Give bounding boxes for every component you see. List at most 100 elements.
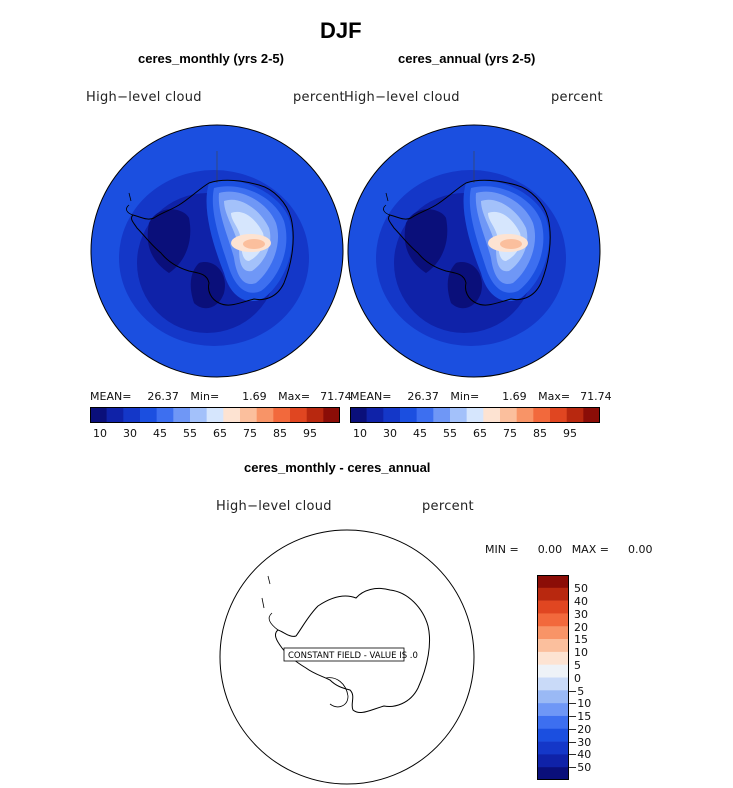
panel-1-colorbar-ticks: 10 30 45 55 65 75 85 95	[90, 427, 340, 441]
panel-2-tick: 75	[503, 427, 517, 440]
panel-2-tick: 45	[413, 427, 427, 440]
diff-level-label: 0	[574, 672, 581, 685]
colorbar-swatch	[537, 715, 569, 730]
panel-1-tick: 30	[123, 427, 137, 440]
colorbar-swatch	[106, 407, 124, 423]
panel-2-colorbar-ticks: 10 30 45 55 65 75 85 95	[350, 427, 600, 441]
panel-1-mean-value: 26.37	[147, 390, 179, 403]
panel-2-tick: 10	[353, 427, 367, 440]
colorbar-swatch	[537, 639, 569, 653]
diff-level-label: −50	[568, 761, 592, 774]
panel-1-tick: 10	[93, 427, 107, 440]
colorbar-swatch	[450, 407, 467, 423]
colorbar-swatch	[400, 407, 417, 423]
diff-min-label: MIN =	[485, 543, 519, 556]
diff-field-label: High−level cloud	[216, 499, 332, 514]
colorbar-swatch	[550, 407, 567, 423]
colorbar-swatch	[566, 407, 584, 423]
colorbar-swatch	[290, 407, 307, 423]
colorbar-swatch	[537, 651, 569, 665]
panel-2-units-label: percent	[551, 90, 603, 105]
panel-2-max-label: Max=	[538, 390, 571, 403]
panel-2-tick: 95	[563, 427, 577, 440]
colorbar-swatch	[416, 407, 434, 423]
diff-level-label: −10	[568, 697, 592, 710]
diff-stats-line: MIN = 0.00 MAX = 0.00	[485, 543, 652, 556]
panel-1-polar-map	[90, 124, 344, 378]
colorbar-swatch	[173, 407, 191, 423]
diff-level-label: 15	[574, 633, 588, 646]
panel-1-max-label: Max=	[278, 390, 311, 403]
colorbar-swatch	[537, 575, 569, 589]
diff-units-label: percent	[422, 499, 474, 514]
panel-2-field-label: High−level cloud	[344, 90, 460, 105]
panel-1-units-label: percent	[293, 90, 345, 105]
panel-1-min-value: 1.69	[242, 390, 267, 403]
panel-2-mean-value: 26.37	[407, 390, 439, 403]
panel-2-mean-label: MEAN=	[350, 390, 392, 403]
panel-1-field-label: High−level cloud	[86, 90, 202, 105]
panel-2-max-value: 71.74	[580, 390, 612, 403]
colorbar-swatch	[537, 587, 569, 601]
panel-2-tick: 85	[533, 427, 547, 440]
colorbar-swatch	[537, 741, 569, 755]
diff-subtitle: ceres_monthly - ceres_annual	[244, 460, 431, 475]
colorbar-border	[90, 407, 340, 423]
colorbar-swatch	[537, 728, 569, 742]
diff-level-label: −5	[568, 685, 585, 698]
colorbar-swatch	[516, 407, 534, 423]
panel-1-tick: 75	[243, 427, 257, 440]
colorbar-swatch	[583, 407, 600, 423]
colorbar-swatch	[90, 407, 107, 423]
diff-level-label: 40	[574, 595, 588, 608]
diff-level-label: 50	[574, 582, 588, 595]
panel-2-tick: 30	[383, 427, 397, 440]
diff-level-label: −20	[568, 723, 592, 736]
diff-polar-map: CONSTANT FIELD - VALUE IS .0	[219, 529, 475, 785]
colorbar-swatch	[533, 407, 551, 423]
colorbar-swatch	[537, 754, 569, 768]
colorbar-swatch	[537, 664, 569, 678]
diff-colorbar-labels: 50 40 30 20 15 10 5 0 −5 −10 −15 −20 −30…	[568, 575, 614, 780]
colorbar-swatch	[537, 767, 569, 780]
panel-2-stats-line: MEAN= 26.37 Min= 1.69 Max= 71.74	[350, 390, 612, 403]
colorbar-swatch	[156, 407, 174, 423]
diff-level-label: −40	[568, 748, 592, 761]
diff-level-label: 20	[574, 621, 588, 634]
colorbar-swatch	[240, 407, 257, 423]
colorbar-swatch	[537, 626, 569, 640]
panel-2-min-label: Min=	[450, 390, 480, 403]
panel-1-tick: 55	[183, 427, 197, 440]
colorbar-swatch	[537, 703, 569, 717]
colorbar-swatch	[366, 407, 384, 423]
panel-1-subtitle: ceres_monthly (yrs 2-5)	[138, 51, 284, 66]
constant-field-box	[283, 647, 405, 662]
colorbar-swatch	[140, 407, 157, 423]
colorbar-swatch	[256, 407, 274, 423]
colorbar-swatch	[466, 407, 484, 423]
panel-1-min-label: Min=	[190, 390, 220, 403]
colorbar-swatch	[223, 407, 241, 423]
diff-level-label: 10	[574, 646, 588, 659]
colorbar-swatch	[537, 690, 569, 704]
panel-1-tick: 85	[273, 427, 287, 440]
colorbar-swatch	[483, 407, 501, 423]
panel-2-polar-map	[347, 124, 601, 378]
colorbar-border	[537, 575, 569, 780]
panel-2-min-value: 1.69	[502, 390, 527, 403]
colorbar-swatch	[306, 407, 324, 423]
colorbar-swatch	[273, 407, 291, 423]
panel-1-stats-line: MEAN= 26.37 Min= 1.69 Max= 71.74	[90, 390, 352, 403]
panel-2-subtitle: ceres_annual (yrs 2-5)	[398, 51, 536, 66]
colorbar-swatch	[190, 407, 207, 423]
colorbar-swatch	[350, 407, 367, 423]
panel-1-tick: 65	[213, 427, 227, 440]
panel-2-colorbar	[350, 407, 600, 423]
diff-level-label: 5	[574, 659, 581, 672]
colorbar-swatch	[433, 407, 451, 423]
diff-level-label: −15	[568, 710, 592, 723]
colorbar-swatch	[323, 407, 340, 423]
panel-2-tick: 65	[473, 427, 487, 440]
constant-field-note: CONSTANT FIELD - VALUE IS .0	[288, 651, 418, 661]
diff-level-label: 30	[574, 608, 588, 621]
